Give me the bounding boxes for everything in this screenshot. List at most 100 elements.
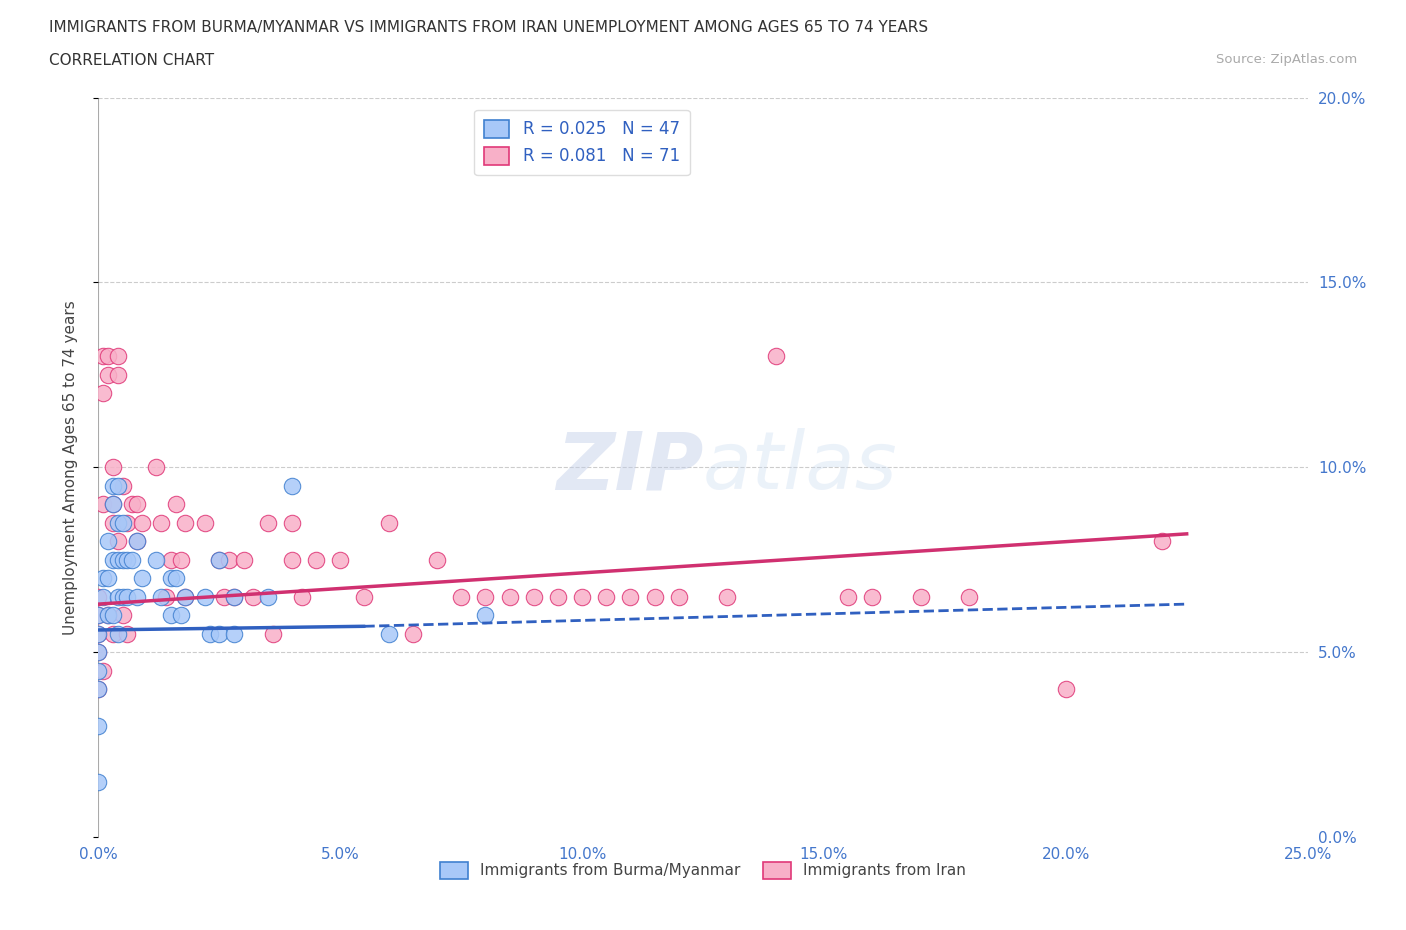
Point: [571, 590, 593, 604]
Point: [117, 590, 139, 604]
Point: [208, 626, 231, 641]
Point: [111, 590, 134, 604]
Point: [353, 590, 375, 604]
Point: [87, 682, 110, 697]
Point: [290, 590, 312, 604]
Point: [101, 497, 124, 512]
Point: [101, 608, 124, 623]
Point: [402, 626, 425, 641]
Point: [87, 682, 110, 697]
Point: [91, 386, 114, 401]
Point: [91, 663, 114, 678]
Point: [91, 497, 114, 512]
Point: [127, 534, 149, 549]
Point: [169, 608, 191, 623]
Point: [101, 497, 124, 512]
Text: IMMIGRANTS FROM BURMA/MYANMAR VS IMMIGRANTS FROM IRAN UNEMPLOYMENT AMONG AGES 65: IMMIGRANTS FROM BURMA/MYANMAR VS IMMIGRA…: [49, 20, 928, 35]
Point: [547, 590, 569, 604]
Point: [426, 552, 449, 567]
Point: [107, 478, 129, 493]
Point: [305, 552, 328, 567]
Point: [450, 590, 472, 604]
Point: [1054, 682, 1077, 697]
Point: [101, 478, 124, 493]
Point: [262, 626, 284, 641]
Point: [111, 515, 134, 530]
Point: [208, 552, 231, 567]
Point: [91, 590, 114, 604]
Point: [97, 608, 120, 623]
Point: [131, 515, 153, 530]
Point: [87, 626, 110, 641]
Point: [169, 552, 191, 567]
Point: [837, 590, 859, 604]
Point: [145, 552, 167, 567]
Point: [117, 552, 139, 567]
Point: [101, 459, 124, 474]
Point: [150, 515, 173, 530]
Point: [91, 349, 114, 364]
Point: [97, 534, 120, 549]
Point: [107, 534, 129, 549]
Point: [155, 590, 177, 604]
Point: [91, 571, 114, 586]
Point: [232, 552, 254, 567]
Point: [117, 626, 139, 641]
Point: [256, 515, 278, 530]
Point: [174, 515, 197, 530]
Point: [957, 590, 980, 604]
Point: [101, 515, 124, 530]
Point: [107, 349, 129, 364]
Point: [107, 552, 129, 567]
Point: [101, 552, 124, 567]
Point: [668, 590, 690, 604]
Point: [87, 590, 110, 604]
Point: [498, 590, 520, 604]
Point: [127, 497, 149, 512]
Point: [222, 590, 245, 604]
Point: [160, 571, 183, 586]
Y-axis label: Unemployment Among Ages 65 to 74 years: Unemployment Among Ages 65 to 74 years: [63, 300, 77, 634]
Point: [111, 608, 134, 623]
Point: [87, 608, 110, 623]
Point: [127, 534, 149, 549]
Point: [218, 552, 240, 567]
Point: [117, 515, 139, 530]
Point: [474, 590, 496, 604]
Point: [145, 459, 167, 474]
Text: ZIP: ZIP: [555, 429, 703, 506]
Point: [127, 590, 149, 604]
Text: CORRELATION CHART: CORRELATION CHART: [49, 53, 214, 68]
Point: [87, 774, 110, 789]
Point: [198, 626, 221, 641]
Legend: Immigrants from Burma/Myanmar, Immigrants from Iran: Immigrants from Burma/Myanmar, Immigrant…: [434, 856, 972, 884]
Point: [111, 478, 134, 493]
Point: [131, 571, 153, 586]
Point: [174, 590, 197, 604]
Point: [860, 590, 883, 604]
Point: [87, 626, 110, 641]
Point: [474, 608, 496, 623]
Point: [523, 590, 546, 604]
Point: [222, 626, 245, 641]
Point: [377, 515, 399, 530]
Point: [111, 552, 134, 567]
Point: [107, 590, 129, 604]
Point: [329, 552, 352, 567]
Point: [160, 552, 183, 567]
Point: [121, 497, 143, 512]
Point: [377, 626, 399, 641]
Point: [165, 571, 187, 586]
Point: [256, 590, 278, 604]
Point: [107, 626, 129, 641]
Text: atlas: atlas: [703, 429, 898, 506]
Point: [97, 571, 120, 586]
Point: [208, 552, 231, 567]
Point: [619, 590, 641, 604]
Point: [194, 515, 217, 530]
Point: [222, 590, 245, 604]
Point: [87, 719, 110, 734]
Point: [87, 608, 110, 623]
Point: [97, 349, 120, 364]
Point: [107, 515, 129, 530]
